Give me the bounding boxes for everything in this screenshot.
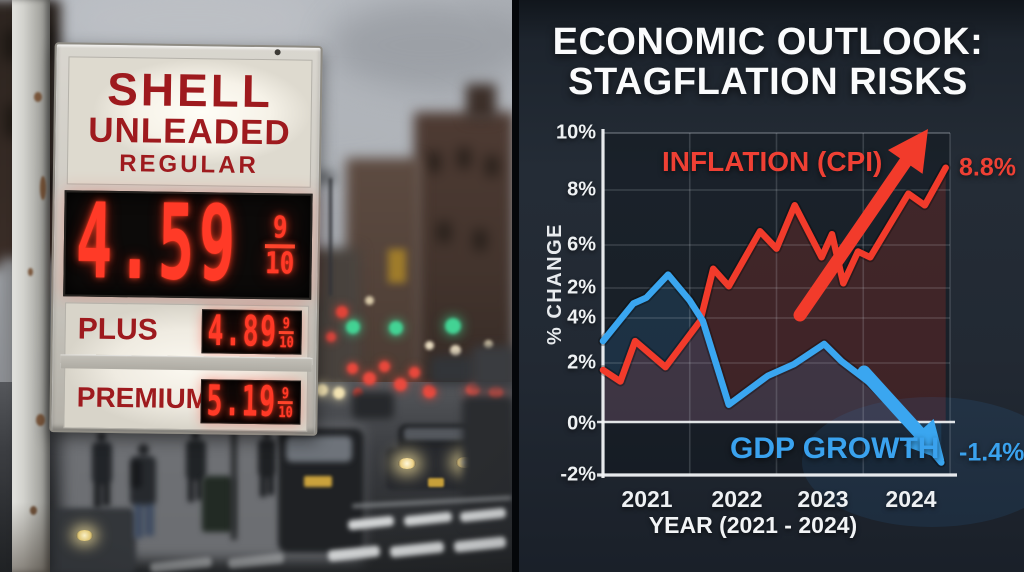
plus-label: PLUS bbox=[77, 312, 158, 347]
distant-vehicle bbox=[472, 346, 512, 390]
x-axis-title: YEAR (2021 - 2024) bbox=[648, 512, 858, 538]
sign-pole bbox=[12, 0, 50, 572]
panel-divider bbox=[512, 0, 519, 572]
premium-price-led-display: 5.19 9 10 bbox=[200, 375, 302, 426]
x-tick-2024: 2024 bbox=[885, 486, 937, 512]
traffic-signal-housing bbox=[388, 249, 406, 283]
chart-title-line2: STAGFLATION RISKS bbox=[568, 61, 968, 103]
y-axis-title: % CHANGE bbox=[544, 223, 566, 346]
economic-outlook-panel: ECONOMIC OUTLOOK: STAGFLATION RISKS % CH… bbox=[512, 0, 1024, 572]
y-tick-2a: 2% bbox=[567, 276, 596, 299]
screw bbox=[274, 49, 281, 56]
plus-price-value: 4.89 bbox=[207, 305, 279, 356]
lamppost bbox=[231, 428, 237, 540]
sign-grade-text: UNLEADED bbox=[88, 110, 291, 152]
parked-suv bbox=[278, 428, 364, 553]
chart-title: ECONOMIC OUTLOOK: STAGFLATION RISKS bbox=[512, 22, 1024, 102]
y-tick-6: 6% bbox=[567, 233, 596, 256]
rooftop-structure bbox=[466, 84, 496, 120]
regular-price-led-display: 4.59 9 10 bbox=[63, 180, 313, 304]
y-tick-8: 8% bbox=[567, 178, 596, 201]
y-tick-neg2: -2% bbox=[560, 463, 596, 486]
y-tick-0: 0% bbox=[567, 412, 596, 435]
city-street-photo: SHELL UNLEADED REGULAR 4.59 9 10 PLUS 4.… bbox=[0, 0, 512, 572]
regular-price-fraction: 9 10 bbox=[264, 210, 295, 282]
distant-car bbox=[352, 392, 394, 419]
sign-brand-text: SHELL bbox=[106, 62, 274, 117]
premium-price-row: PREMIUM 5.19 9 10 bbox=[64, 369, 309, 428]
premium-label: PREMIUM bbox=[76, 381, 210, 415]
y-tick-4: 4% bbox=[567, 306, 596, 329]
gdp-end-value: -1.4% bbox=[959, 438, 1024, 467]
street-lamp-head bbox=[316, 174, 334, 181]
x-tick-2022: 2022 bbox=[711, 486, 763, 512]
x-tick-2021: 2021 bbox=[621, 486, 673, 512]
sign-header-panel: SHELL UNLEADED REGULAR bbox=[66, 56, 313, 188]
regular-price-value: 4.59 bbox=[75, 180, 241, 305]
inflation-end-value: 8.8% bbox=[959, 153, 1016, 182]
gdp-series-label: GDP GROWTH bbox=[730, 432, 940, 465]
sign-subgrade-text: REGULAR bbox=[119, 149, 260, 179]
plus-price-row: PLUS 4.89 9 10 bbox=[65, 303, 310, 358]
plus-price-led-display: 4.89 9 10 bbox=[201, 305, 303, 356]
parked-vehicle-right bbox=[462, 396, 512, 528]
car-bottom-left bbox=[38, 508, 136, 572]
gas-price-sign: SHELL UNLEADED REGULAR 4.59 9 10 PLUS 4.… bbox=[49, 42, 323, 436]
premium-price-value: 5.19 bbox=[206, 375, 278, 426]
y-tick-2b: 2% bbox=[567, 351, 596, 374]
trash-can bbox=[202, 476, 234, 532]
cloud bbox=[330, 0, 512, 90]
y-tick-10: 10% bbox=[555, 121, 596, 144]
x-tick-2023: 2023 bbox=[797, 486, 849, 512]
inflation-series-label: INFLATION (CPI) bbox=[662, 146, 883, 177]
chart-title-line1: ECONOMIC OUTLOOK: bbox=[552, 21, 984, 63]
stagflation-chart bbox=[597, 129, 1024, 527]
street-lamp-pole bbox=[329, 178, 332, 296]
distant-car bbox=[430, 356, 476, 385]
